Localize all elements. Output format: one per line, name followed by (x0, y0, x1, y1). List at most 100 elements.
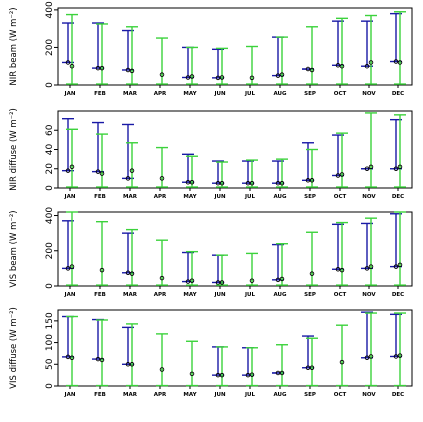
y-tick-label: 200 (45, 39, 55, 56)
y-tick-label: 0 (45, 82, 55, 88)
x-tick-label: FEB (94, 292, 106, 298)
x-tick-label: AUG (273, 194, 287, 200)
data-point-fill (370, 355, 372, 358)
x-tick-label: SEP (304, 194, 316, 200)
data-point-fill (341, 361, 343, 364)
data-point (99, 357, 105, 363)
x-tick-label: DEC (392, 91, 404, 97)
errorbar-feb (96, 319, 108, 387)
errorbar-aug (276, 344, 288, 387)
data-point (219, 280, 225, 285)
data-point (99, 65, 105, 71)
data-point-fill (399, 263, 401, 266)
data-point-fill (101, 359, 103, 361)
errorbar-mar (126, 142, 138, 188)
data-point (397, 353, 403, 358)
errorbar-nov (361, 311, 373, 361)
panel-2: 0 20 40 60 NIR diffuse (W m⁻²) JAN FEB MAR APR MA… (9, 108, 413, 200)
data-point (185, 75, 191, 80)
data-point (99, 267, 105, 273)
data-point (69, 264, 75, 269)
data-point-fill (161, 177, 163, 180)
data-point-fill (131, 169, 133, 172)
errorbar-jun (216, 47, 228, 85)
data-point (69, 355, 75, 361)
data-point-fill (101, 67, 103, 69)
errorbar-jan (66, 315, 78, 387)
data-point-fill (101, 172, 103, 175)
x-tick-label: DEC (392, 194, 404, 200)
data-point-fill (311, 272, 313, 275)
errorbar-oct (336, 17, 348, 85)
x-tick-label: OCT (334, 392, 347, 398)
errorbar-apr (156, 146, 168, 188)
data-point-fill (161, 277, 163, 279)
data-point (95, 356, 101, 362)
data-point-fill (281, 182, 283, 185)
y-tick-label: 0 (45, 185, 55, 191)
data-point (65, 168, 71, 173)
data-point (129, 68, 135, 74)
y-axis-label: VIS beam (W m⁻²) (9, 210, 19, 287)
errorbar-mar (126, 26, 138, 85)
data-point-fill (341, 65, 343, 68)
errorbar-dec (394, 11, 406, 85)
errorbar-sep (306, 231, 318, 286)
data-point (125, 67, 131, 73)
data-point (335, 63, 341, 68)
errorbar-jan (66, 128, 78, 188)
errorbar-dec (394, 211, 406, 286)
x-tick-label: JAN (64, 392, 76, 398)
data-point-fill (370, 61, 372, 64)
data-point (219, 75, 225, 80)
x-tick-label: AUG (273, 392, 287, 398)
x-tick-label: APR (154, 91, 167, 97)
errorbar-jul (246, 45, 258, 85)
data-point-fill (221, 374, 223, 377)
x-tick-label: SEP (304, 392, 316, 398)
y-tick-label: 20 (45, 163, 55, 175)
x-tick-label: APR (154, 292, 167, 298)
y-axis-label: NIR beam (W m⁻²) (9, 7, 19, 85)
y-tick-label: 60 (45, 124, 55, 136)
data-point (279, 370, 285, 376)
x-tick-label: JUL (244, 91, 256, 97)
x-tick-label: FEB (94, 194, 106, 200)
data-point (368, 164, 374, 170)
errorbar-aug (276, 36, 288, 85)
data-point-fill (251, 76, 253, 79)
data-point (279, 276, 285, 282)
x-tick-label: AUG (273, 91, 287, 97)
x-tick-label: JUN (213, 91, 226, 97)
x-tick-label: JAN (64, 91, 76, 97)
plot-frame (57, 110, 413, 189)
x-tick-label: JAN (64, 194, 76, 200)
x-tick-label: MAY (183, 392, 197, 398)
x-tick-label: MAR (123, 392, 138, 398)
x-tick-label: MAY (183, 194, 197, 200)
x-tick-label: JAN (64, 292, 76, 298)
errorbar-jun (216, 254, 228, 286)
data-point (65, 266, 71, 271)
x-tick-label: OCT (334, 292, 347, 298)
errorbar-jan (66, 13, 78, 85)
data-point (364, 63, 370, 69)
data-point (189, 179, 195, 185)
data-point (393, 354, 399, 359)
errorbar-feb (96, 23, 108, 85)
data-point-fill (71, 165, 73, 168)
errorbar-jul (246, 159, 258, 188)
data-point (275, 73, 281, 78)
errorbar-jul (246, 252, 258, 286)
data-point-fill (370, 165, 372, 168)
y-tick-label: 400 (45, 207, 55, 224)
data-point (397, 60, 403, 65)
data-point-fill (341, 173, 343, 176)
data-point (393, 264, 399, 269)
data-point (189, 371, 195, 377)
data-point-fill (131, 70, 133, 72)
data-point-fill (311, 69, 313, 71)
data-point (339, 267, 345, 273)
errorbar-mar (126, 228, 138, 286)
data-point-fill (221, 281, 223, 284)
